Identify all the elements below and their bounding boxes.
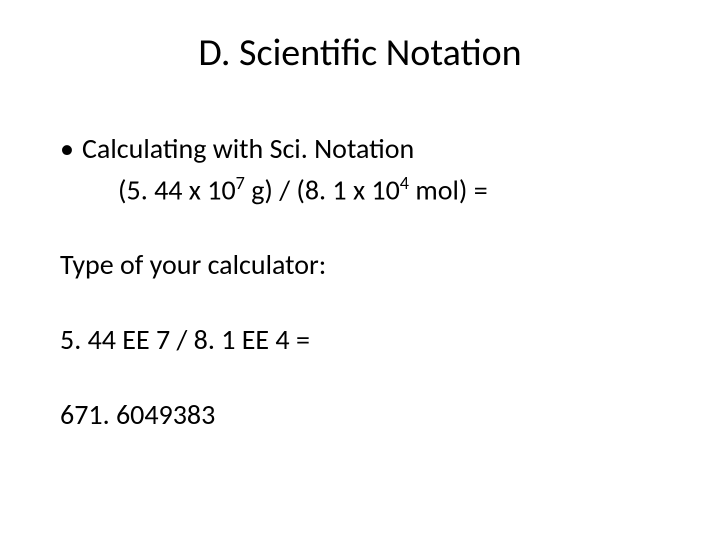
calculator-entry: 5. 44 EE 7 / 8. 1 EE 4 = — [60, 322, 670, 357]
equation: (5. 44 x 107 g) / (8. 1 x 104 mol) = — [118, 172, 670, 207]
eq-unit1: g) / ( — [245, 172, 305, 207]
bullet-text: Calculating with Sci. Notation — [82, 131, 414, 166]
eq-lparen: ( — [118, 172, 127, 207]
slide-title: D. Scientific Notation — [50, 30, 670, 76]
eq-exp1: 7 — [236, 172, 245, 194]
result: 671. 6049383 — [60, 397, 670, 432]
calculator-label: Type of your calculator: — [60, 247, 670, 282]
eq-exp2: 4 — [400, 172, 409, 194]
bullet-marker: • — [60, 131, 82, 166]
bullet-item: •Calculating with Sci. Notation — [60, 131, 670, 166]
eq-coef1: 5. 44 x 10 — [127, 172, 236, 207]
eq-coef2: 8. 1 x 10 — [305, 172, 400, 207]
eq-unit2: mol) = — [409, 172, 488, 207]
